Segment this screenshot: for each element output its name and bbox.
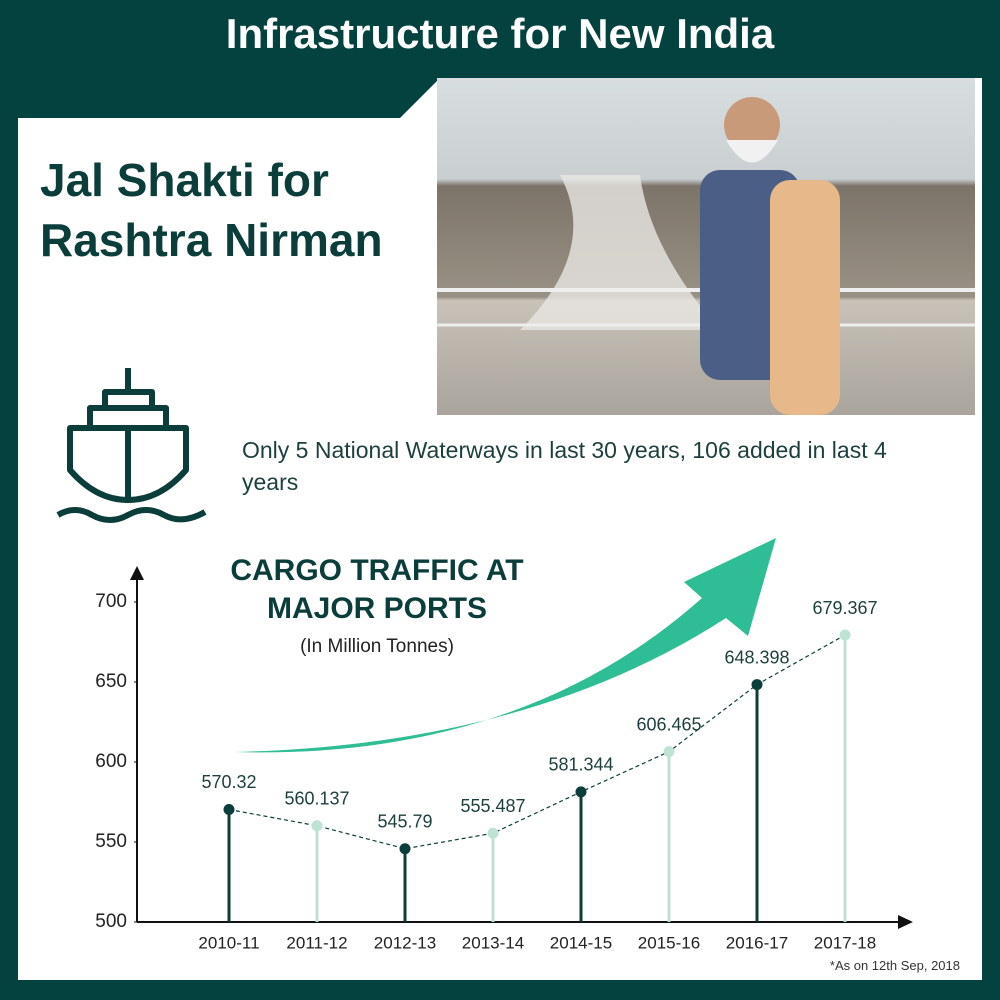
x-tick-label: 2017-18 [814,933,876,952]
value-label: 560.137 [284,789,349,809]
point [839,629,851,641]
x-tick-label: 2010-11 [198,933,259,952]
y-tick-label: 500 [95,911,127,932]
value-label: 581.344 [548,755,613,775]
x-tick-label: 2015-16 [638,933,700,952]
chart-title: CARGO TRAFFIC AT MAJOR PORTS [230,554,524,625]
point [575,786,587,798]
footnote: *As on 12th Sep, 2018 [829,958,960,973]
value-label: 570.32 [201,772,256,792]
point [311,820,323,832]
value-label: 648.398 [724,647,789,667]
heading-line: Rashtra Nirman [40,214,383,266]
y-axis-arrow [130,566,144,580]
x-tick-label: 2012-13 [374,933,436,952]
value-label: 555.487 [460,796,525,816]
point [223,803,235,815]
page-title: Infrastructure for New India [225,10,775,57]
point [663,746,675,758]
y-tick-label: 700 [95,591,127,612]
photo [437,78,975,415]
y-tick-label: 600 [95,751,127,772]
trend-arrow [235,538,776,753]
ship-icon [56,368,207,523]
point [487,827,499,839]
x-tick-label: 2016-17 [726,933,788,952]
x-axis-arrow [898,915,913,929]
value-label: 545.79 [377,811,432,831]
trend-line [228,634,846,850]
x-tick-label: 2013-14 [462,933,524,952]
chart: 500 550 600 650 700 2010-11 570.32 2011-12 560.1… [95,566,913,952]
value-label: 606.465 [636,714,701,734]
point [399,843,411,855]
description: Only 5 National Waterways in last 30 yea… [242,437,887,495]
y-tick-label: 550 [95,831,127,852]
heading-line: Jal Shakti for [40,154,329,206]
value-label: 679.367 [812,598,877,618]
point [751,679,763,691]
chart-subtitle: (In Million Tonnes) [300,636,454,657]
heading: Jal Shakti for Rashtra Nirman [40,150,383,270]
x-tick-label: 2011-12 [286,933,347,952]
y-tick-label: 650 [95,671,127,692]
x-tick-label: 2014-15 [550,933,612,952]
